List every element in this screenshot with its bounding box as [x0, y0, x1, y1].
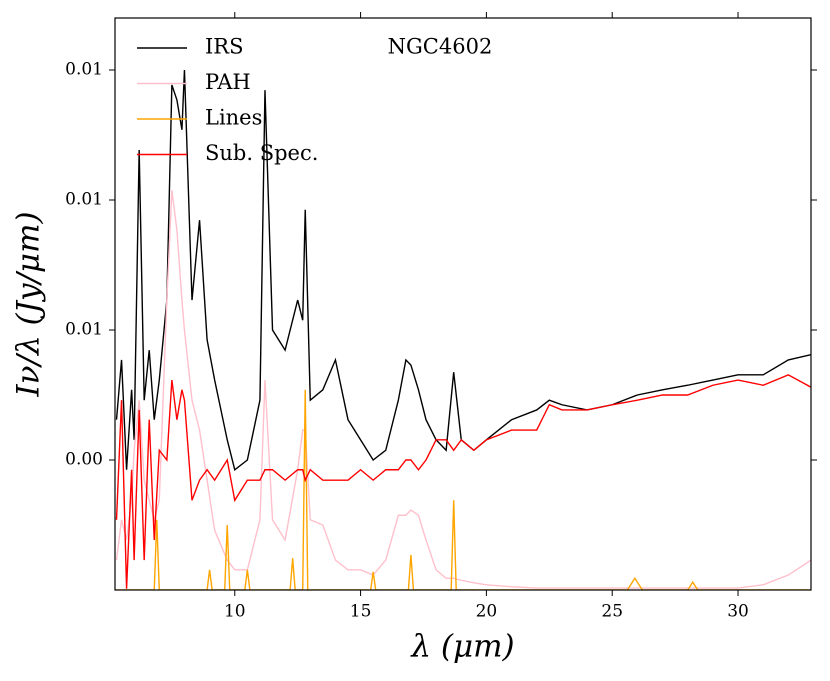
- x-tick-label: 20: [476, 602, 498, 622]
- series-line: [115, 190, 811, 589]
- y-tick-label: 0.01: [65, 190, 103, 210]
- legend-label: Sub. Spec.: [205, 141, 318, 165]
- legend-label: PAH: [205, 70, 251, 94]
- series-line: [115, 374, 811, 589]
- plot-area: [115, 69, 811, 590]
- legend-label: IRS: [205, 35, 244, 59]
- series-line: [116, 389, 811, 590]
- x-tick-label: 15: [350, 602, 372, 622]
- x-tick-label: 10: [224, 602, 246, 622]
- x-tick-label: 30: [727, 602, 749, 622]
- x-axis-label: λ (μm): [409, 629, 514, 665]
- y-tick-label: 0.01: [65, 60, 103, 80]
- y-tick-label: 0.01: [65, 320, 103, 340]
- y-tick-label: 0.00: [65, 450, 103, 470]
- x-tick-label: 25: [601, 602, 623, 622]
- annotation: NGC4602: [388, 35, 493, 59]
- legend-label: Lines: [205, 106, 262, 130]
- y-axis-label: Iν/λ (Jy/μm): [11, 211, 47, 397]
- plot-frame: [114, 17, 812, 591]
